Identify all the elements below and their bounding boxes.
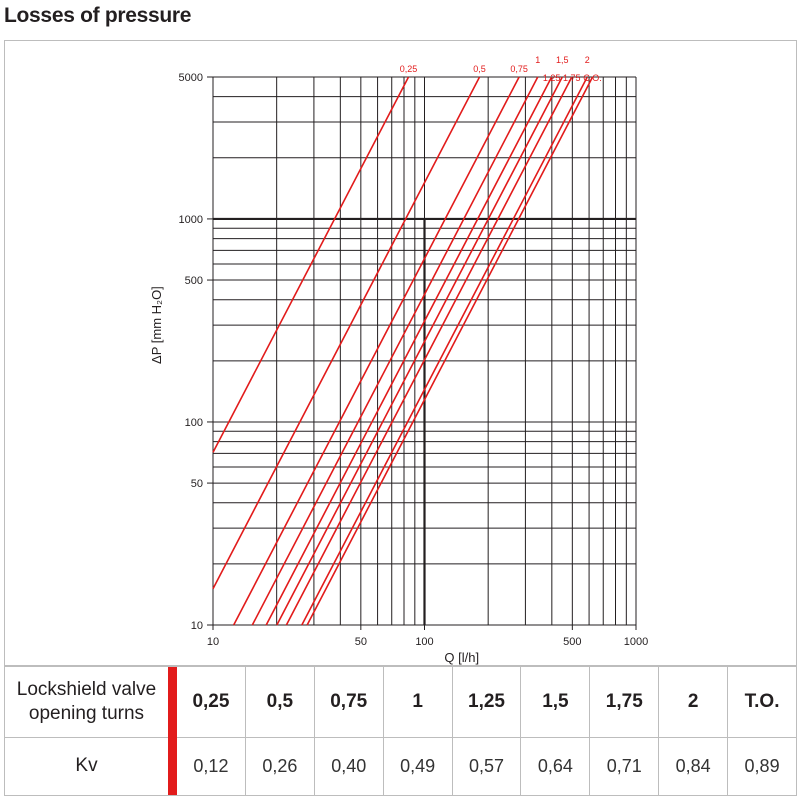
kv-cell-5: 0,64 — [520, 737, 589, 795]
turns-cell-8: T.O. — [727, 667, 796, 737]
curve-1 — [251, 76, 539, 626]
curve-C.O. — [306, 76, 594, 626]
curve-label: 0,75 — [510, 64, 528, 74]
turns-cell-6: 1,75 — [589, 667, 658, 737]
turns-cell-1: 0,5 — [244, 667, 314, 737]
x-tick-label: 100 — [415, 636, 433, 648]
pressure-loss-chart: 10 50 100 500 1000 5000 10 50 100 500 1000 Q [l/h] Δ… — [149, 55, 648, 665]
curve-label: C.O. — [583, 73, 602, 83]
kv-table: Lockshield valve opening turns 0,25 0,5 0,… — [4, 666, 797, 796]
curve-0,5 — [212, 76, 481, 590]
curve-0,25 — [212, 76, 410, 453]
curve-label: 1,5 — [556, 55, 569, 65]
turns-header: Lockshield valve opening turns — [5, 667, 168, 737]
turns-cell-3: 1 — [382, 667, 452, 737]
curve-1,5 — [276, 76, 563, 626]
turns-cell-0: 0,25 — [192, 691, 230, 712]
turns-cell-2: 0,75 — [313, 667, 383, 737]
y-tick-label: 500 — [185, 275, 203, 287]
turns-cell-4: 1,25 — [451, 667, 521, 737]
kv-cells: 0,12 0,26 0,40 0,49 0,57 0,64 0,71 0,84 0,89 — [177, 737, 796, 795]
curve-0,75 — [232, 76, 520, 626]
curve-label: 2 — [585, 55, 590, 65]
curve-label: 0,5 — [473, 64, 486, 74]
x-tick-label: 500 — [563, 636, 581, 648]
turns-header-line1: Lockshield valve — [16, 679, 157, 700]
curve-2 — [301, 76, 588, 626]
curve-label: 1,25 — [543, 73, 561, 83]
y-tick-label: 1000 — [179, 214, 203, 226]
y-tick-label: 10 — [191, 620, 203, 632]
turns-cell-5: 1,5 — [520, 667, 589, 737]
kv-cell-4: 0,57 — [451, 737, 521, 795]
red-accent-bar — [168, 667, 177, 737]
x-tick-label: 10 — [207, 636, 219, 648]
curve-label: 1,75 — [563, 73, 581, 83]
y-tick-label: 5000 — [179, 72, 203, 84]
table-row-kv: Kv 0,12 0,26 0,40 0,49 0,57 0,64 0,71 0,84 0,89 — [5, 737, 796, 795]
curve-1,75 — [285, 76, 573, 626]
page-title: Losses of pressure — [4, 4, 192, 27]
kv-cell-7: 0,84 — [658, 737, 727, 795]
kv-cell-0: 0,12 — [193, 755, 229, 776]
table-row-turns: Lockshield valve opening turns 0,25 0,5 0,… — [5, 667, 796, 738]
curve-1,25 — [265, 76, 553, 626]
turns-cells: 0,25 0,5 0,75 1 1,25 1,5 1,75 2 T.O. — [177, 667, 796, 737]
kv-header: Kv — [75, 755, 98, 776]
y-tick-label: 100 — [185, 417, 203, 429]
curve-label: 0,25 — [400, 64, 418, 74]
kv-cell-6: 0,71 — [589, 737, 658, 795]
red-accent-bar-2 — [168, 737, 177, 795]
x-axis-label: Q [l/h] — [444, 650, 479, 665]
x-tick-label: 1000 — [624, 636, 648, 648]
chart-frame: 10 50 100 500 1000 5000 10 50 100 500 1000 Q [l/h] Δ… — [4, 40, 797, 666]
curve-label: 1 — [535, 55, 540, 65]
y-tick-label: 50 — [191, 478, 203, 490]
kv-cell-3: 0,49 — [382, 737, 452, 795]
x-tick-label: 50 — [355, 636, 367, 648]
kv-cell-8: 0,89 — [727, 737, 796, 795]
turns-cell-7: 2 — [658, 667, 727, 737]
y-axis-label: ΔP [mm H₂O] — [149, 286, 164, 364]
kv-cell-1: 0,26 — [244, 737, 314, 795]
kv-cell-2: 0,40 — [313, 737, 383, 795]
turns-header-line2: opening turns — [28, 703, 145, 724]
